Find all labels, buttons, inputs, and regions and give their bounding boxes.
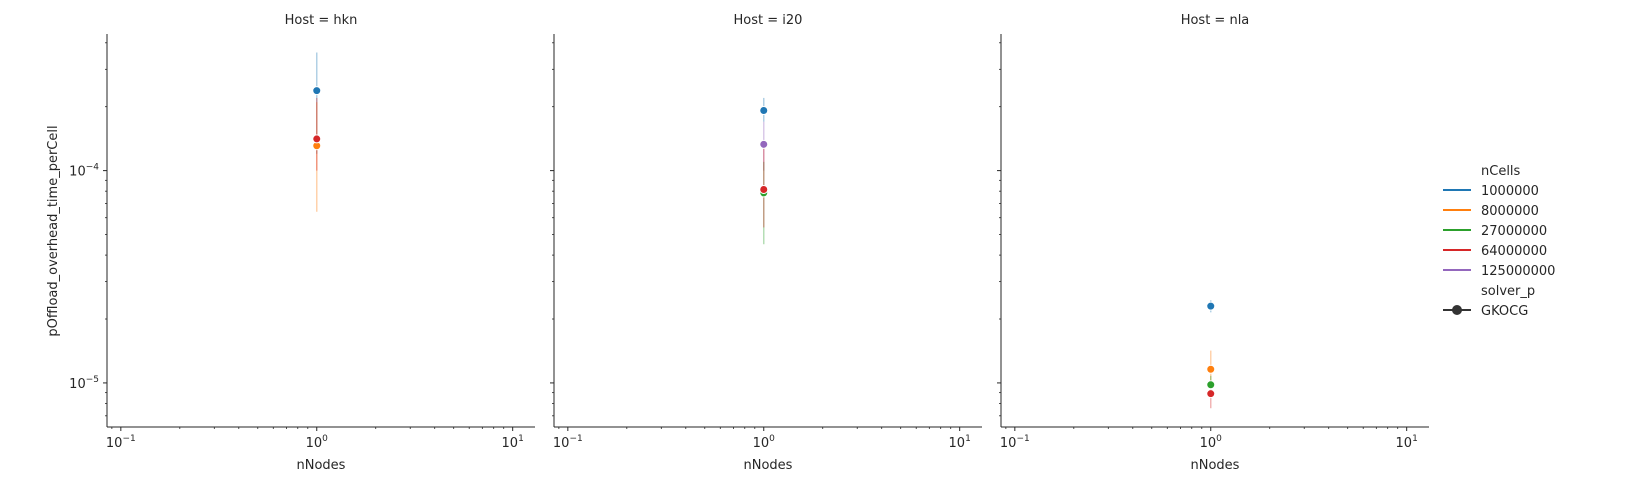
x-tick-label: 100 [306,434,329,451]
panel-2: Host = i20 10−1 100 101 nNodes [550,13,982,473]
x-tick-label: 101 [502,434,524,451]
data-point [1206,301,1216,311]
legend: nCells 1000000 8000000 27000000 64000000 1250… [1443,164,1555,319]
y-axis-label: pOffload_overhead_time_perCell [46,125,61,336]
legend-label: 1000000 [1481,184,1539,199]
legend-label: 125000000 [1481,264,1555,279]
x-axis-label: nNodes [1191,458,1240,473]
legend-label: 8000000 [1481,204,1539,219]
panel-title: Host = hkn [285,13,358,28]
x-tick-label: 100 [1200,434,1223,451]
legend-marker [1452,305,1462,315]
x-tick-label: 10−1 [106,434,136,451]
y-tick-label: 10−4 [69,163,99,180]
legend-title-style: solver_p [1481,284,1535,299]
x-axis-label: nNodes [297,458,346,473]
legend-label: 64000000 [1481,244,1547,259]
legend-label: 27000000 [1481,224,1547,239]
data-point [759,184,769,194]
panel-1: Host = hkn 10−5 10−4 10−1 100 101 nNodes [69,13,535,473]
x-tick-label: 10−1 [553,434,583,451]
data-point [1206,380,1216,390]
data-point [759,105,769,115]
legend-label: GKOCG [1481,304,1528,319]
panel-title: Host = nla [1181,13,1250,28]
legend-title-hue: nCells [1481,164,1521,179]
data-point [1206,389,1216,399]
data-point [312,134,322,144]
x-tick-label: 101 [1396,434,1418,451]
data-point [312,86,322,96]
data-point [759,139,769,149]
panel-title: Host = i20 [734,13,803,28]
x-axis-label: nNodes [744,458,793,473]
data-point [1206,364,1216,374]
y-tick-label: 10−5 [69,375,99,392]
x-tick-label: 100 [753,434,776,451]
panel-3: Host = nla 10−1 100 101 nNodes [997,13,1429,473]
x-tick-label: 10−1 [1000,434,1030,451]
x-tick-label: 101 [949,434,971,451]
